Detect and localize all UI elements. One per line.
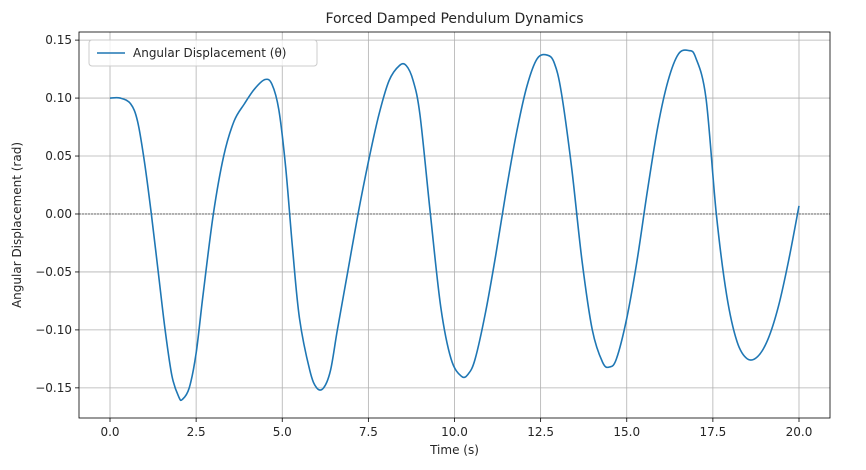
legend-label: Angular Displacement (θ) — [133, 46, 287, 60]
legend-box — [88, 39, 318, 67]
y-tick-label: 0.05 — [45, 149, 72, 163]
y-tick-label: −0.15 — [35, 381, 72, 395]
y-axis-ticks: −0.15 −0.10 −0.05 0.00 0.05 0.10 0.15 — [35, 33, 79, 395]
x-tick-label: 10.0 — [441, 425, 468, 439]
x-axis-label: Time (s) — [429, 443, 479, 457]
series-layer — [109, 49, 800, 402]
x-tick-label: 5.0 — [273, 425, 292, 439]
x-tick-label: 7.5 — [359, 425, 378, 439]
y-tick-label: 0.15 — [45, 33, 72, 47]
y-axis-label: Angular Displacement (rad) — [10, 142, 24, 308]
x-tick-label: 17.5 — [700, 425, 727, 439]
legend: Angular Displacement (θ) — [88, 39, 318, 67]
x-axis-ticks: 0.0 2.5 5.0 7.5 10.0 12.5 15.0 17.5 20.0 — [100, 418, 812, 439]
chart-title: Forced Damped Pendulum Dynamics — [325, 11, 583, 27]
grid — [79, 32, 830, 418]
x-tick-label: 2.5 — [187, 425, 206, 439]
x-tick-label: 20.0 — [786, 425, 813, 439]
x-tick-label: 15.0 — [613, 425, 640, 439]
series-line-0 — [109, 49, 800, 402]
x-tick-label: 0.0 — [100, 425, 119, 439]
y-tick-label: −0.10 — [35, 323, 72, 337]
y-tick-label: 0.10 — [45, 91, 72, 105]
y-tick-label: −0.05 — [35, 265, 72, 279]
x-tick-label: 12.5 — [527, 425, 554, 439]
y-tick-label: 0.00 — [45, 207, 72, 221]
